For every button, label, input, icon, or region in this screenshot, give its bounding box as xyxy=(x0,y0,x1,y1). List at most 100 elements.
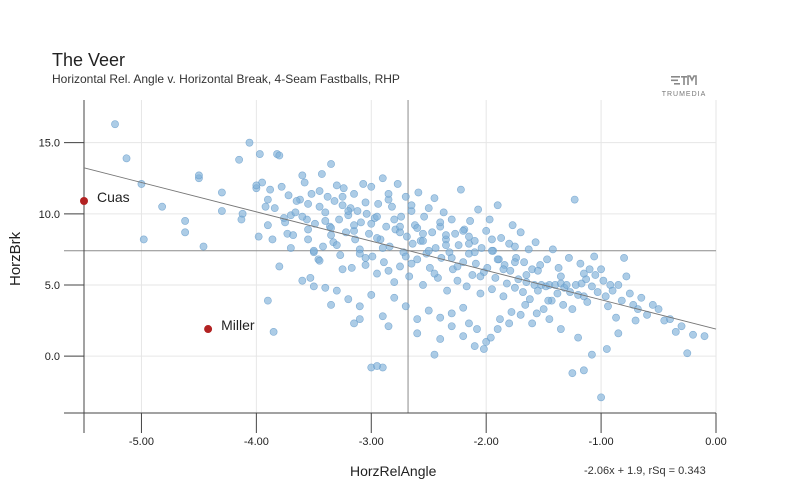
data-point xyxy=(442,241,450,250)
data-point xyxy=(486,333,495,342)
data-point xyxy=(361,261,370,269)
data-point xyxy=(158,202,167,211)
data-point xyxy=(625,289,634,298)
data-point xyxy=(327,300,335,309)
data-point xyxy=(396,222,404,231)
data-point xyxy=(401,302,410,311)
data-point xyxy=(378,174,387,183)
data-point xyxy=(424,306,433,315)
data-point xyxy=(590,252,599,261)
data-point xyxy=(516,228,525,237)
data-point xyxy=(447,322,456,331)
data-point xyxy=(393,180,402,188)
data-point xyxy=(617,296,626,305)
x-tick-label: -4.00 xyxy=(244,436,269,448)
data-point xyxy=(689,330,697,339)
data-point xyxy=(405,272,414,281)
data-point xyxy=(355,302,364,311)
data-point xyxy=(447,254,456,262)
data-point xyxy=(471,259,480,268)
data-point xyxy=(321,217,330,225)
data-point xyxy=(355,249,364,258)
data-point xyxy=(654,305,663,314)
data-point xyxy=(367,291,376,299)
data-point xyxy=(493,325,502,333)
data-point xyxy=(382,222,391,231)
data-point xyxy=(620,254,628,262)
data-point xyxy=(637,293,646,302)
data-point xyxy=(292,197,301,205)
data-point xyxy=(599,276,608,285)
x-tick-label: -1.00 xyxy=(589,436,614,448)
data-point xyxy=(373,212,381,221)
data-point xyxy=(373,362,381,370)
data-point xyxy=(284,191,293,200)
data-point xyxy=(367,182,376,191)
data-point xyxy=(554,263,563,272)
data-point xyxy=(315,187,324,195)
data-point xyxy=(565,254,573,262)
data-point xyxy=(532,309,541,318)
data-point xyxy=(252,181,261,190)
data-point xyxy=(507,308,516,316)
data-point xyxy=(545,315,554,323)
trumedia-logo-icon xyxy=(671,75,697,85)
data-point xyxy=(336,251,345,259)
data-point xyxy=(502,279,511,288)
data-point xyxy=(597,393,605,402)
data-point xyxy=(319,242,327,251)
data-point xyxy=(263,195,272,204)
data-point xyxy=(361,198,370,207)
data-point xyxy=(390,278,399,287)
data-point xyxy=(298,171,307,180)
data-point xyxy=(237,215,246,224)
data-point xyxy=(407,259,416,268)
data-point xyxy=(338,265,347,274)
data-point xyxy=(544,296,553,305)
data-point xyxy=(235,155,244,164)
data-point xyxy=(275,151,284,160)
data-point xyxy=(307,189,316,198)
data-point xyxy=(488,235,496,244)
data-point xyxy=(413,255,422,264)
data-point xyxy=(439,208,448,217)
data-point xyxy=(511,242,519,251)
data-point xyxy=(350,221,358,230)
highlight-label: Cuas xyxy=(97,189,130,205)
data-point xyxy=(330,197,339,205)
data-point xyxy=(476,272,485,281)
data-point xyxy=(671,328,680,336)
data-point xyxy=(476,289,485,298)
data-point xyxy=(442,231,450,240)
data-point xyxy=(525,295,534,304)
data-point xyxy=(195,171,203,180)
data-point xyxy=(339,184,348,193)
data-point xyxy=(327,160,335,168)
x-tick-label: -2.00 xyxy=(474,436,499,448)
data-point xyxy=(344,295,353,304)
data-point xyxy=(470,248,479,257)
data-point xyxy=(496,315,504,323)
data-point xyxy=(332,286,341,295)
data-point xyxy=(347,263,356,272)
data-point xyxy=(593,288,602,296)
data-point xyxy=(350,189,358,198)
data-point xyxy=(122,154,131,163)
data-point xyxy=(425,263,434,272)
data-point xyxy=(181,228,190,237)
data-point xyxy=(597,265,605,274)
data-point xyxy=(468,271,477,279)
data-point xyxy=(454,241,463,250)
data-point xyxy=(612,313,620,322)
data-point xyxy=(424,246,433,255)
data-point xyxy=(289,231,298,240)
data-point xyxy=(277,182,286,191)
data-point xyxy=(304,225,312,234)
data-point xyxy=(477,244,486,252)
data-point xyxy=(436,335,445,343)
data-point xyxy=(304,235,312,244)
data-point xyxy=(622,272,631,281)
data-point xyxy=(365,229,373,238)
data-point xyxy=(473,325,481,333)
